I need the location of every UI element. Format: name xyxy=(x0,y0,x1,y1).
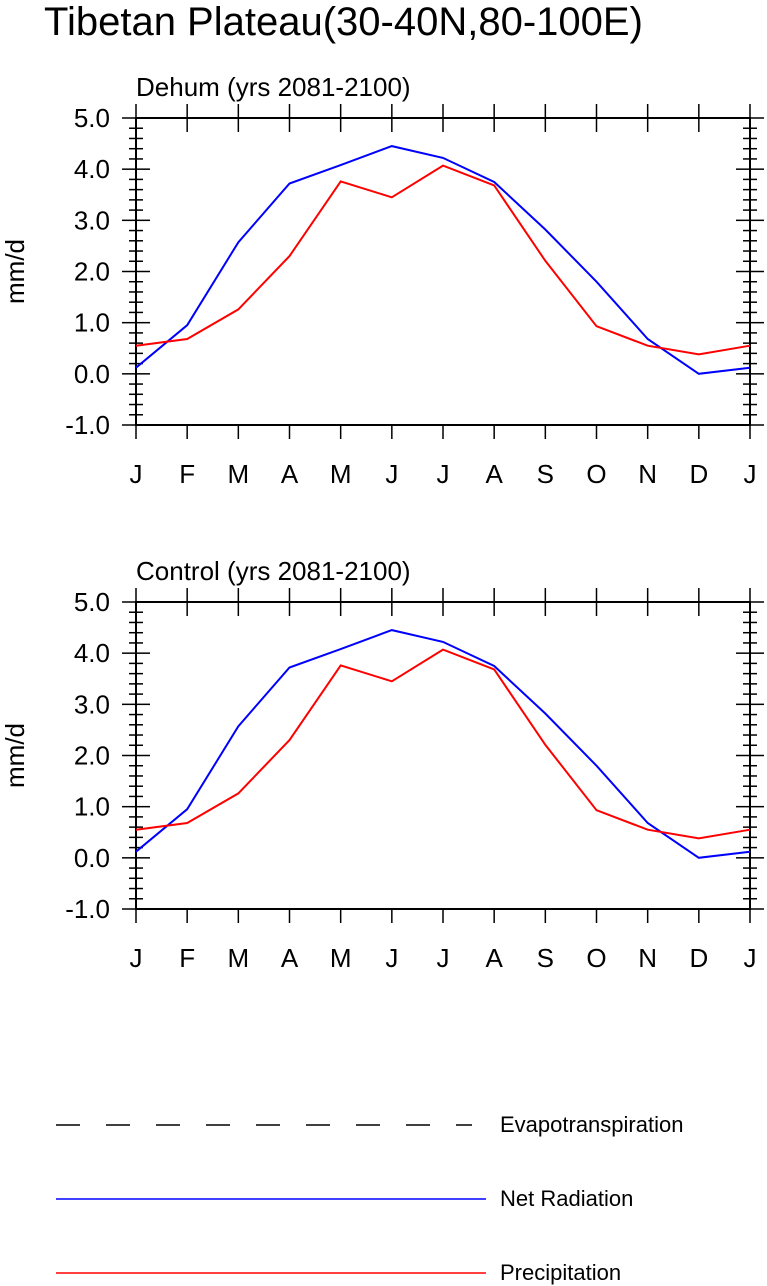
x-tick-label: M xyxy=(330,943,352,973)
x-tick-label: M xyxy=(227,943,249,973)
chart-panel-control: Control (yrs 2081-2100) mm/d -1.0 0.0 1.0 2.0… xyxy=(0,556,764,973)
series-line-precipitation xyxy=(135,648,751,840)
x-tick-label: J xyxy=(130,943,143,973)
y-tick-label: -1.0 xyxy=(65,410,110,440)
x-tick-label: F xyxy=(179,943,195,973)
series-line-net-radiation xyxy=(135,145,751,375)
panel-subtitle: Dehum (yrs 2081-2100) xyxy=(136,72,411,102)
chart-panels: Dehum (yrs 2081-2100) mm/d -1.0 0.0 1.0 2.0 3.… xyxy=(0,72,764,973)
legend: Evapotranspiration Net Radiation Precipita… xyxy=(56,1112,683,1285)
y-tick-label: 5.0 xyxy=(74,587,110,617)
y-tick-label: 1.0 xyxy=(74,308,110,338)
figure-title: Tibetan Plateau(30-40N,80-100E) xyxy=(44,0,643,44)
chart-panel-dehum: Dehum (yrs 2081-2100) mm/d -1.0 0.0 1.0 2.0 3.… xyxy=(0,72,764,489)
x-tick-label: M xyxy=(227,459,249,489)
x-tick-label: A xyxy=(281,459,299,489)
x-tick-label: J xyxy=(437,943,450,973)
legend-label: Net Radiation xyxy=(500,1186,633,1211)
x-tick-label: A xyxy=(485,459,503,489)
x-tick-label: J xyxy=(385,459,398,489)
y-tick-label: 2.0 xyxy=(74,257,110,287)
x-tick-label: J xyxy=(744,459,757,489)
legend-item-net-radiation: Net Radiation xyxy=(56,1186,633,1211)
x-tick-label: S xyxy=(537,943,554,973)
legend-label: Evapotranspiration xyxy=(500,1112,683,1137)
x-tick-label: S xyxy=(537,459,554,489)
x-tick-label: M xyxy=(330,459,352,489)
legend-item-evapotranspiration: Evapotranspiration xyxy=(56,1112,683,1137)
x-tick-label: J xyxy=(744,943,757,973)
plot-frame xyxy=(135,601,751,910)
x-tick-label: A xyxy=(281,943,299,973)
plot-frame xyxy=(135,117,751,426)
x-tick-label: N xyxy=(638,943,657,973)
x-tick-label: A xyxy=(485,943,503,973)
y-axis-label: mm/d xyxy=(0,723,30,788)
legend-item-precipitation: Precipitation xyxy=(56,1260,621,1285)
x-tick-label: N xyxy=(638,459,657,489)
y-tick-label: -1.0 xyxy=(65,894,110,924)
x-tick-label: O xyxy=(586,459,606,489)
y-tick-label: 0.0 xyxy=(74,843,110,873)
y-axis-label: mm/d xyxy=(0,239,30,304)
y-tick-label: 1.0 xyxy=(74,792,110,822)
y-tick-label: 4.0 xyxy=(74,154,110,184)
x-tick-label: O xyxy=(586,943,606,973)
panel-subtitle: Control (yrs 2081-2100) xyxy=(136,556,411,586)
x-tick-label: D xyxy=(689,943,708,973)
series-line-net-radiation xyxy=(135,629,751,859)
y-tick-label: 5.0 xyxy=(74,103,110,133)
x-tick-label: F xyxy=(179,459,195,489)
y-tick-label: 3.0 xyxy=(74,205,110,235)
y-tick-label: 0.0 xyxy=(74,359,110,389)
y-tick-label: 2.0 xyxy=(74,741,110,771)
legend-label: Precipitation xyxy=(500,1260,621,1285)
x-tick-label: D xyxy=(689,459,708,489)
x-tick-label: J xyxy=(437,459,450,489)
series-line-precipitation xyxy=(135,164,751,356)
x-tick-label: J xyxy=(385,943,398,973)
x-tick-label: J xyxy=(130,459,143,489)
y-tick-label: 3.0 xyxy=(74,689,110,719)
y-tick-label: 4.0 xyxy=(74,638,110,668)
